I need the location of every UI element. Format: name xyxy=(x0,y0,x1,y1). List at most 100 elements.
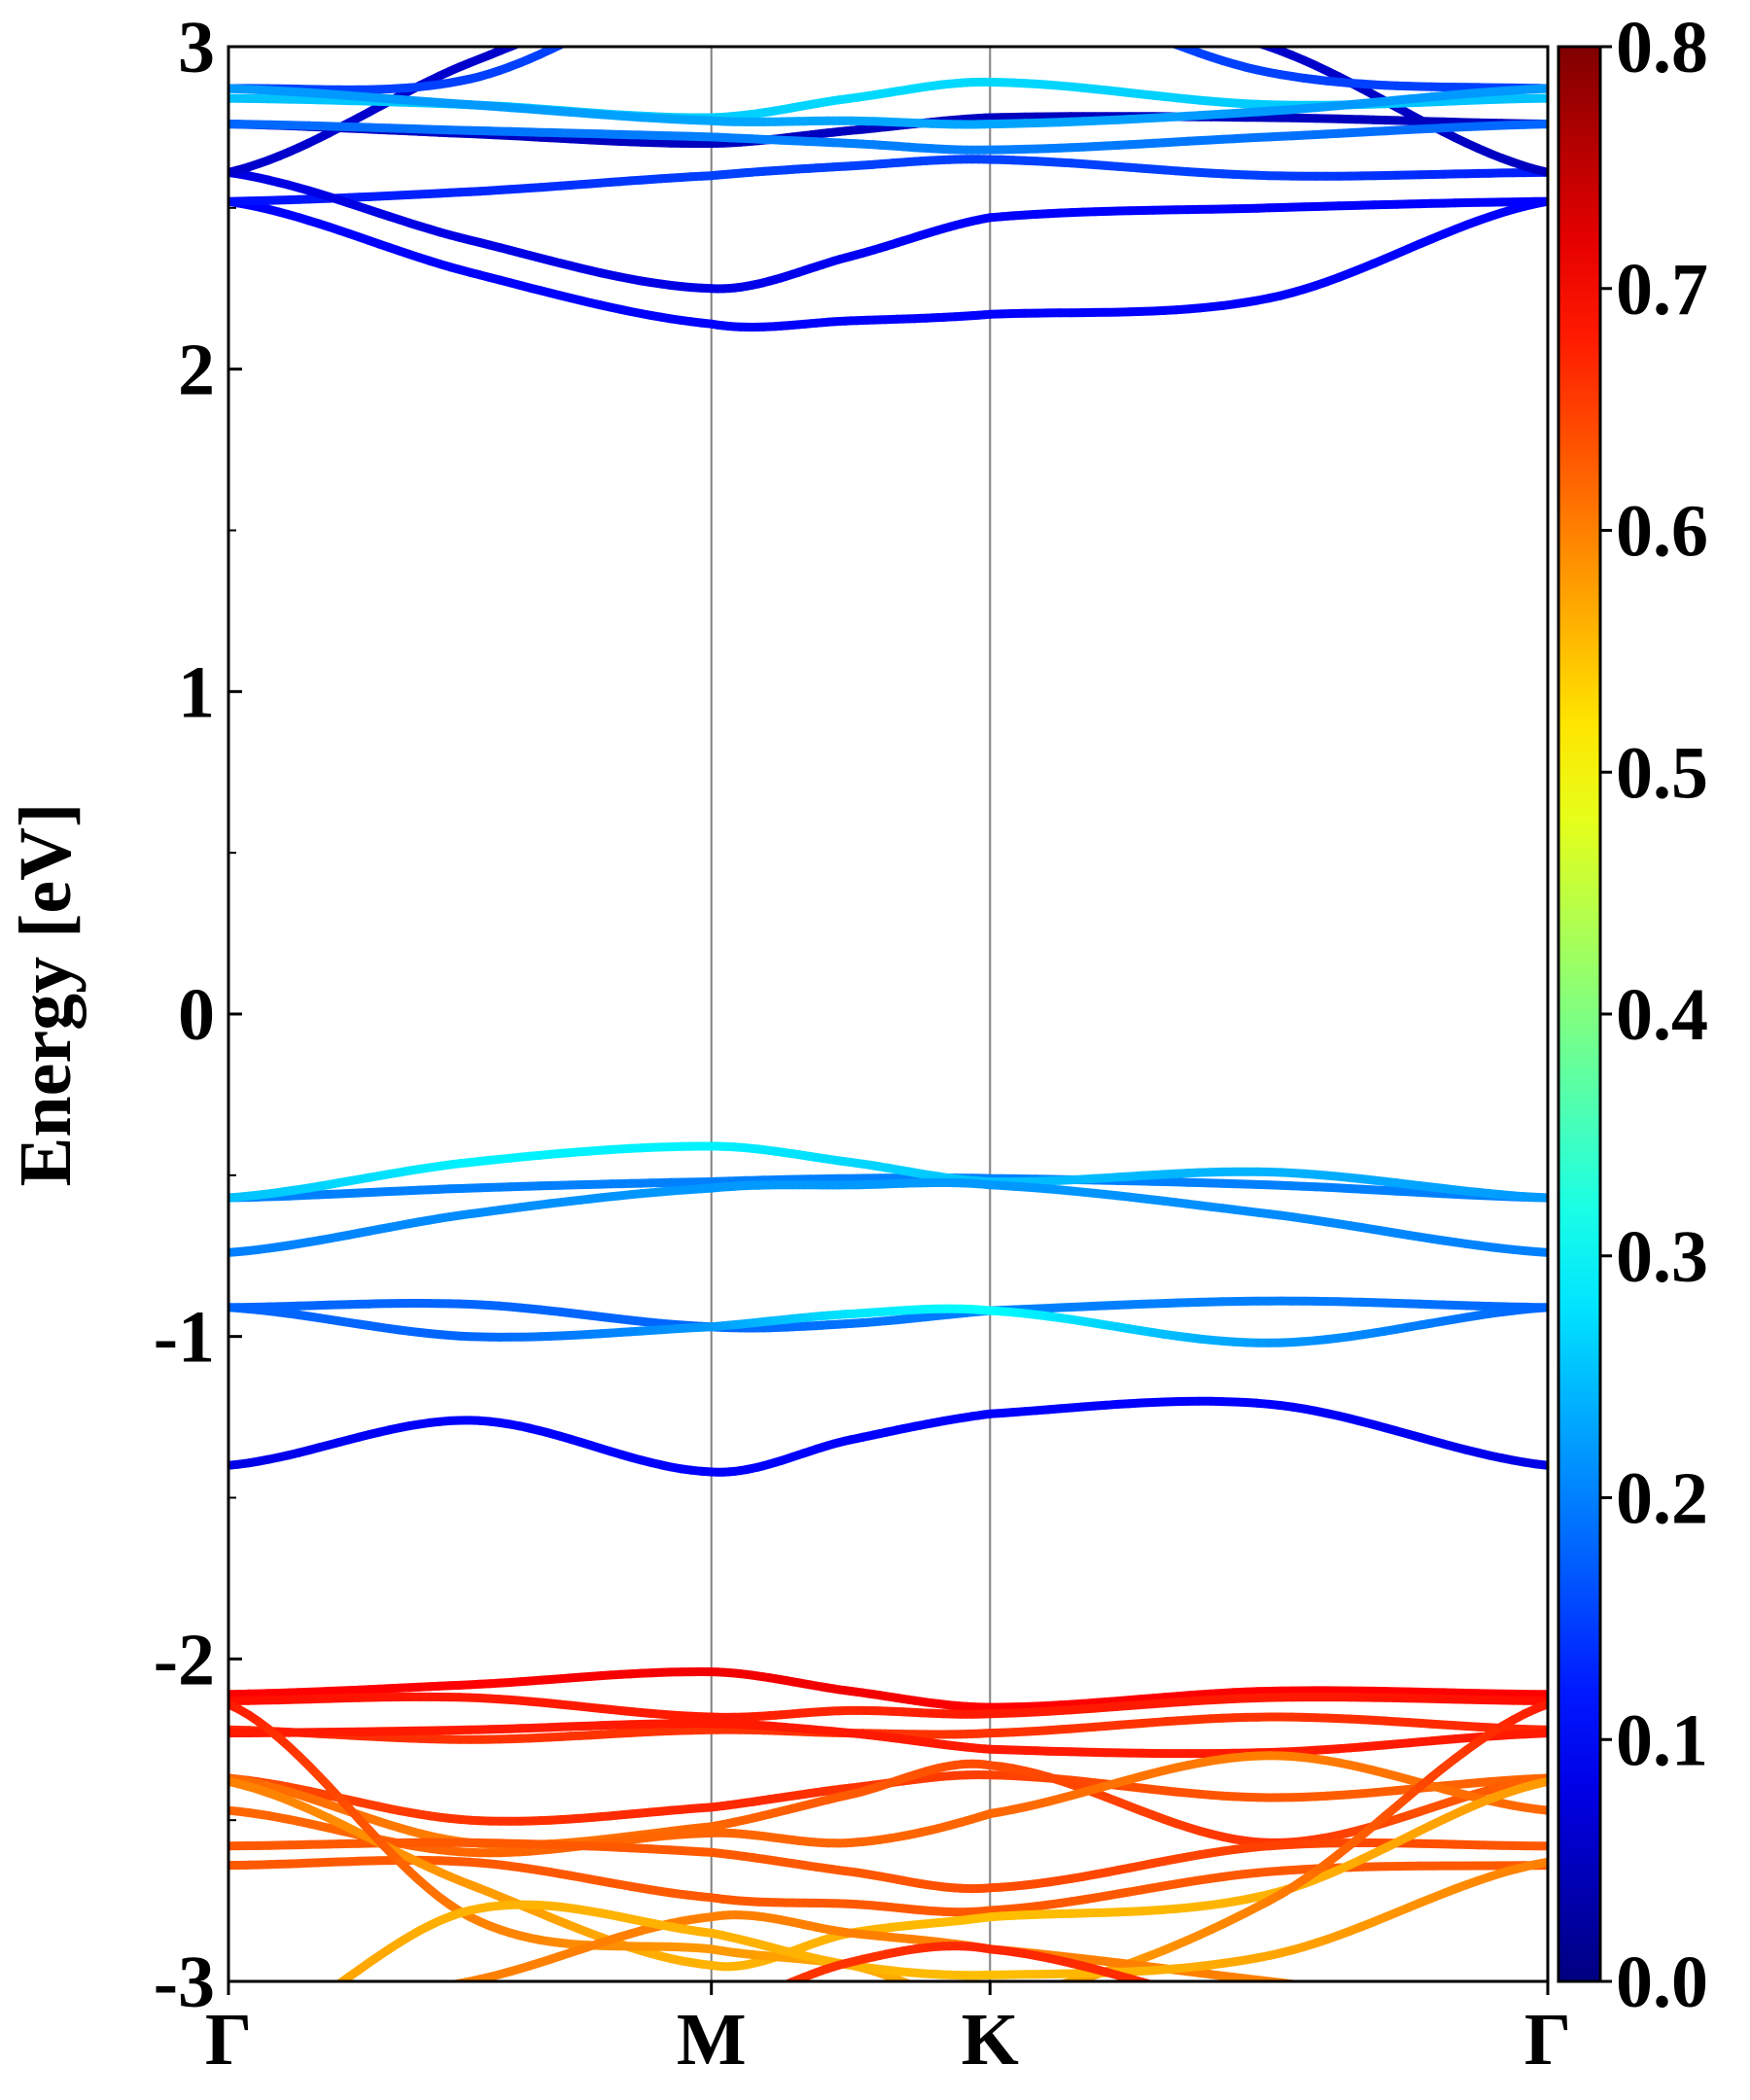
band-segment xyxy=(932,1992,938,1994)
band-segment xyxy=(1188,21,1200,24)
colorbar: 0.0 0.1 0.2 0.3 0.4 0.5 0.6 0.7 0.8 xyxy=(1557,7,1708,2023)
colorbar-tick-label: 0.2 xyxy=(1616,1458,1708,1540)
band-segment xyxy=(747,1999,752,2002)
colorbar-tick-label: 0.6 xyxy=(1616,491,1708,573)
band-segment xyxy=(556,47,567,50)
band-segment xyxy=(1531,1857,1548,1869)
band-segment xyxy=(279,2009,289,2010)
band-1 xyxy=(228,196,1548,332)
band-segment xyxy=(330,2003,339,2004)
band-segment xyxy=(1176,18,1188,21)
band-2 xyxy=(228,155,1548,206)
band-28 xyxy=(268,1857,1548,2030)
y-axis: -3 -2 -1 0 1 2 3 xyxy=(154,7,242,2023)
colorbar-tick-label: 0.8 xyxy=(1616,7,1708,88)
band-segment xyxy=(1531,1192,1548,1203)
band-segment xyxy=(621,2027,631,2029)
band-segment xyxy=(430,1987,439,1989)
band-segment xyxy=(990,1996,1001,1998)
band-segment xyxy=(550,2037,560,2038)
band-segment xyxy=(921,1988,927,1990)
band-segment xyxy=(611,16,620,20)
band-23 xyxy=(228,1838,1548,1894)
band-29 xyxy=(490,1942,1524,2045)
band-segment xyxy=(1466,2007,1478,2008)
band-segment xyxy=(561,23,571,27)
band-8 xyxy=(228,2,1548,94)
band-segment xyxy=(1531,164,1548,177)
band-segment xyxy=(1531,1804,1548,1815)
band-segment xyxy=(571,2035,580,2036)
band-segment xyxy=(641,2024,650,2026)
band-segment xyxy=(319,2004,329,2005)
band-segment xyxy=(1200,24,1211,28)
band-segment xyxy=(764,1992,770,1995)
band-segment xyxy=(541,31,550,35)
band-6 xyxy=(228,120,1548,155)
band-segment xyxy=(279,2018,289,2024)
band-segment xyxy=(1350,2026,1362,2028)
band-15 xyxy=(228,1396,1548,1477)
band-segment xyxy=(369,1997,379,1999)
band-segment xyxy=(591,12,601,16)
band-segment xyxy=(927,1990,932,1992)
band-segment xyxy=(1280,2015,1292,2017)
x-tick-label: Γ xyxy=(205,1999,252,2081)
band-segment xyxy=(1531,1247,1548,1257)
y-tick-label: 3 xyxy=(178,7,215,88)
band-segment xyxy=(1235,35,1246,39)
band-segment xyxy=(1150,1980,1156,1981)
band-segment xyxy=(580,16,590,19)
band-segment xyxy=(447,1978,465,1981)
band-segment xyxy=(1444,2004,1455,2005)
band-segment xyxy=(1257,2012,1269,2013)
band-segment xyxy=(309,2006,319,2007)
band-segment xyxy=(1055,1979,1063,1981)
band-segment xyxy=(631,2025,641,2027)
band-segment xyxy=(518,47,522,48)
y-tick-label: 2 xyxy=(178,330,215,411)
band-segment xyxy=(758,1994,764,1997)
band-segment xyxy=(641,2,650,7)
band-segment xyxy=(1130,7,1141,10)
band-segment xyxy=(1130,26,1141,31)
band-segment xyxy=(1083,9,1095,13)
band-24 xyxy=(228,1855,1548,1917)
band-segment xyxy=(1211,28,1223,32)
band-segment xyxy=(1432,2003,1444,2005)
band-segment xyxy=(561,2036,571,2037)
band-segment xyxy=(1455,2039,1467,2040)
band-segment xyxy=(1531,1459,1548,1470)
band-segment xyxy=(1374,2030,1385,2032)
band-9 xyxy=(228,84,1548,129)
band-segment xyxy=(631,6,641,11)
y-tick-label: -2 xyxy=(154,1619,215,1700)
band-segment xyxy=(1409,2034,1420,2035)
band-segment xyxy=(1513,2044,1524,2045)
band-segment xyxy=(1315,2021,1327,2023)
x-tick-label: M xyxy=(677,1999,747,2081)
colorbar-tick-label: 0.4 xyxy=(1616,974,1708,1056)
band-segment xyxy=(1277,1978,1296,1981)
band-segment xyxy=(1001,1994,1013,1996)
x-tick-label: Γ xyxy=(1524,1999,1571,2081)
band-segment xyxy=(1374,1995,1385,1997)
band-segment xyxy=(621,2,631,5)
band-segment xyxy=(1432,2037,1444,2038)
colorbar-gradient xyxy=(1558,47,1600,1981)
band-segment xyxy=(770,1989,776,1992)
colorbar-tick-label: 0.7 xyxy=(1616,249,1708,331)
band-segment xyxy=(530,2040,540,2041)
band-segment xyxy=(611,2029,620,2031)
band-segment xyxy=(915,1986,921,1988)
band-segment xyxy=(268,2024,278,2030)
bands xyxy=(228,0,1548,2045)
band-segment xyxy=(1095,0,1106,1)
colorbar-tick-label: 0.1 xyxy=(1616,1699,1708,1781)
band-segment xyxy=(298,2005,308,2012)
band-segment xyxy=(580,30,590,35)
band-segment xyxy=(1531,1303,1548,1313)
band-segment xyxy=(1489,2042,1501,2043)
band-segment xyxy=(490,2044,500,2045)
band-segment xyxy=(298,2007,308,2008)
